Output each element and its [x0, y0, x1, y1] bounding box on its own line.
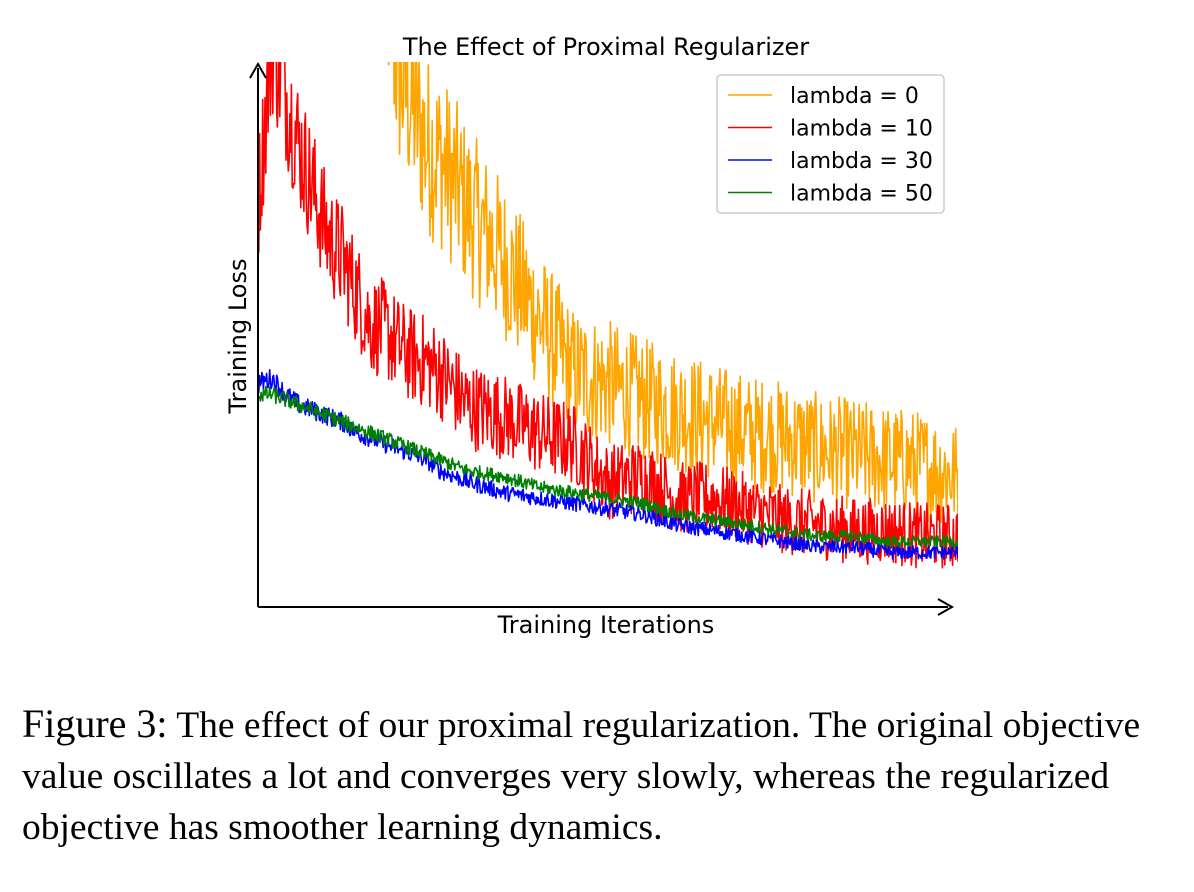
chart-title: The Effect of Proximal Regularizer [402, 33, 809, 61]
series-line-lambda-30 [258, 368, 958, 560]
series-line-lambda-0 [387, 62, 958, 523]
legend-label: lambda = 10 [790, 117, 933, 142]
series-line-lambda-50 [258, 385, 958, 549]
y-axis-label: Training Loss [224, 259, 252, 415]
series-group [258, 62, 958, 569]
x-axis-arrow [937, 598, 955, 616]
caption-label: Figure 3: [22, 701, 168, 746]
legend-frame [716, 74, 945, 214]
figure-caption: Figure 3: The effect of our proximal reg… [22, 698, 1182, 853]
legend-label: lambda = 0 [790, 84, 919, 109]
legend: lambda = 0 lambda = 10 lambda = 30 lambda =… [716, 74, 945, 214]
caption-text: The effect of our proximal regularizatio… [22, 705, 1141, 848]
legend-label: lambda = 30 [790, 149, 933, 174]
line-chart: The Effect of Proximal Regularizer Train… [224, 33, 958, 639]
legend-label: lambda = 50 [790, 182, 933, 207]
y-axis-arrow [249, 61, 267, 79]
x-axis-label: Training Iterations [497, 611, 715, 639]
